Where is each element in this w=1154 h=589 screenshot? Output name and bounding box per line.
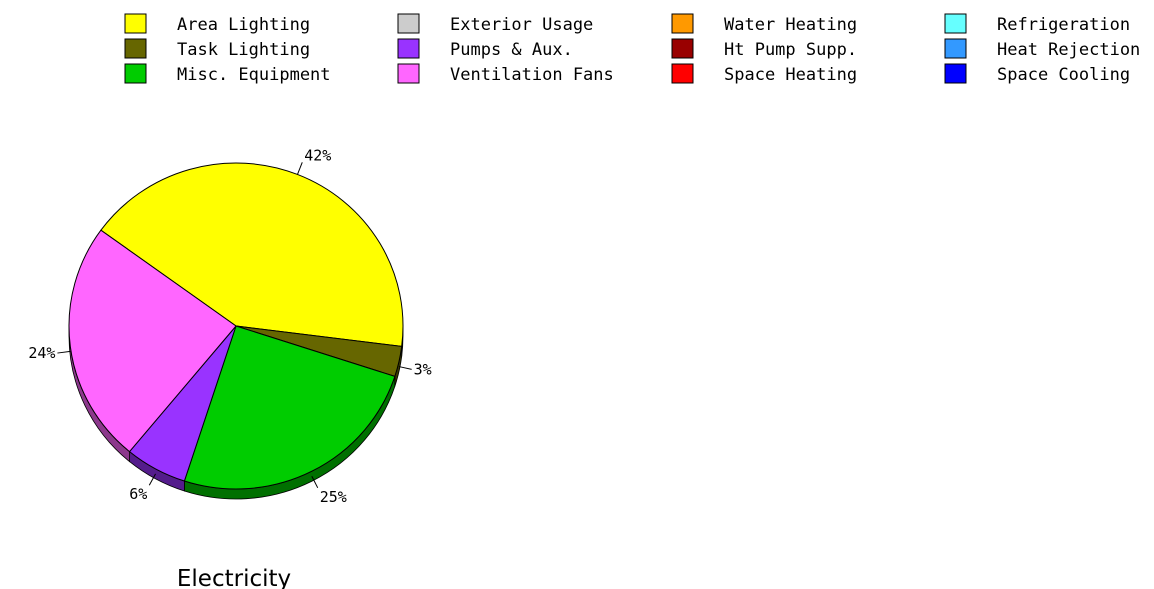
legend-swatch-ht-pump-supp bbox=[671, 38, 694, 59]
legend-label-space-cooling: Space Cooling bbox=[997, 65, 1130, 85]
legend-label-refrigeration: Refrigeration bbox=[997, 15, 1130, 35]
legend: Area Lighting Task Lighting Misc. Equipmen… bbox=[124, 13, 1140, 85]
legend-swatch-ventilation-fans bbox=[397, 63, 420, 84]
leader-line-area-lighting bbox=[297, 162, 303, 175]
legend-label-ht-pump-supp: Ht Pump Supp. bbox=[724, 40, 857, 60]
pie-labels: 42% 3% 25% 6% 24% bbox=[28, 146, 431, 505]
legend-label-water-heating: Water Heating bbox=[724, 15, 857, 35]
leader-line-task-lighting bbox=[398, 366, 412, 370]
legend-label-area-lighting: Area Lighting bbox=[177, 15, 310, 35]
pie-leaders bbox=[57, 162, 412, 489]
legend-swatch-area-lighting bbox=[124, 13, 147, 34]
legend-label-space-heating: Space Heating bbox=[724, 65, 857, 85]
legend-swatch-heat-rejection bbox=[944, 38, 967, 59]
legend-label-exterior-usage: Exterior Usage bbox=[450, 15, 593, 35]
legend-label-misc-equipment: Misc. Equipment bbox=[177, 65, 331, 85]
leader-line-ventilation-fans bbox=[57, 350, 71, 354]
legend-label-pumps-aux: Pumps & Aux. bbox=[450, 40, 573, 60]
legend-swatch-task-lighting bbox=[124, 38, 147, 59]
pie-label-area-lighting: 42% bbox=[304, 146, 331, 164]
legend-swatch-pumps-aux bbox=[397, 38, 420, 59]
legend-swatch-refrigeration bbox=[944, 13, 967, 34]
leader-line-misc-equipment bbox=[311, 476, 319, 489]
legend-label-task-lighting: Task Lighting bbox=[177, 40, 310, 60]
legend-swatch-space-heating bbox=[671, 63, 694, 84]
pie: 42% 3% 25% 6% 24% bbox=[28, 146, 431, 505]
legend-swatch-water-heating bbox=[671, 13, 694, 34]
pie-slice-area-lighting bbox=[100, 162, 404, 347]
pie-label-ventilation-fans: 24% bbox=[28, 344, 55, 362]
legend-swatch-space-cooling bbox=[944, 63, 967, 84]
pie-slice-misc-equipment bbox=[183, 325, 396, 490]
chart-title: Electricity bbox=[177, 566, 291, 589]
legend-label-heat-rejection: Heat Rejection bbox=[997, 40, 1140, 60]
pie-slices bbox=[68, 162, 404, 490]
legend-swatch-misc-equipment bbox=[124, 63, 147, 84]
pie-label-misc-equipment: 25% bbox=[320, 488, 347, 506]
pie-label-pumps-aux: 6% bbox=[129, 485, 147, 503]
pie-label-task-lighting: 3% bbox=[414, 360, 432, 378]
legend-label-ventilation-fans: Ventilation Fans bbox=[450, 65, 614, 85]
leader-line-pumps-aux bbox=[148, 473, 156, 486]
legend-swatch-exterior-usage bbox=[397, 13, 420, 34]
pie-slice-ventilation-fans bbox=[68, 229, 237, 453]
